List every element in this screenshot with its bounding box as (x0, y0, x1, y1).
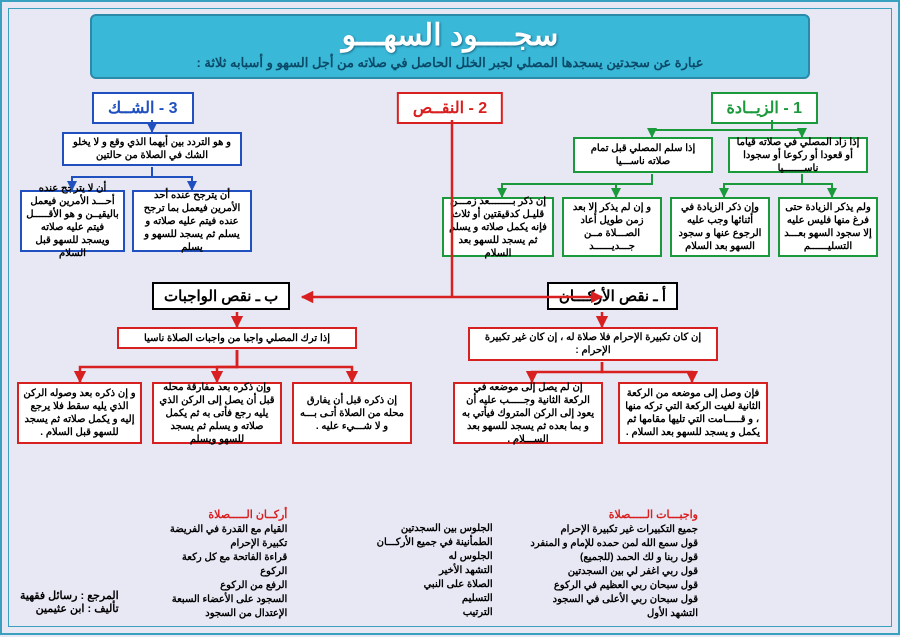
ziyada-box1: إذا زاد المصلي في صلاته قياما أو قعودا أ… (728, 137, 868, 173)
subtitle: عبارة عن سجدتين يسجدها المصلي لجبر الخلل… (92, 55, 808, 71)
wajibat-top: إذا ترك المصلي واجبا من واجبات الصلاة نا… (117, 327, 357, 349)
wajibat-b1: إن ذكره قبل أن يفارق محله من الصلاة أتـى… (292, 382, 412, 444)
list-item: قول ربي اغفر لي بين السجدتين (523, 565, 698, 579)
shakk-b2: أن لا يترجح عنده أحـــد الأمرين فيعمل با… (20, 190, 125, 252)
list-item: الطمأنينة في جميع الأركـــان (317, 536, 492, 550)
list-item: السجود على الأعضاء السبعة (112, 593, 287, 607)
list-item: تكبيرة الإحرام (112, 537, 287, 551)
footer-lists: واجبـــات الـــــصلاة جميع التكبيرات غير… (112, 508, 698, 621)
wajibat-b3: و إن ذكره بعد وصوله الركن الذي يليه سقط … (17, 382, 142, 444)
cat-ziyada: 1 - الزيــادة (711, 92, 818, 124)
wajibat-hd: واجبـــات الـــــصلاة (523, 508, 698, 521)
ziyada-box21: و إن لم يذكر إلا بعد زمن طويل أعاد الصــ… (562, 197, 662, 257)
wajibat-ul: جميع التكبيرات غير تكبيرة الإحرامقول سمع… (523, 523, 698, 621)
sub-wajibat: ب ـ نقص الواجبات (152, 282, 290, 310)
arkan-top: إن كان تكبيرة الإحرام فلا صلاة له ، إن ك… (468, 327, 718, 361)
arkan-hd: أركــان الـــــصلاة (112, 508, 287, 521)
list-item: الجلوس بين السجدتين (317, 522, 492, 536)
list-item: الترتيب (317, 606, 492, 620)
list-item: قراءة الفاتحة مع كل ركعة (112, 551, 287, 565)
list-item: الجلوس له (317, 550, 492, 564)
arkan-col1: أركــان الـــــصلاة القيام مع القدرة في … (112, 508, 287, 621)
ref-line2: تأليف : ابن عثيمين (20, 602, 119, 615)
list-item: الإعتدال من السجود (112, 607, 287, 621)
list-item: قول سبحان ربي العظيم في الركوع (523, 579, 698, 593)
arkan-b2: إن لم يصل إلى موضعه في الركعة الثانية وج… (453, 382, 603, 444)
wajibat-b2: وإن ذكره بعد مفارقة محله قبل أن يصل إلى … (152, 382, 282, 444)
list-item: جميع التكبيرات غير تكبيرة الإحرام (523, 523, 698, 537)
arkan-ul1: القيام مع القدرة في الفريضةتكبيرة الإحرا… (112, 523, 287, 621)
ziyada-box11: ولم يذكر الزيادة حتى فرغ منها فليس عليه … (778, 197, 878, 257)
arkan-b1: فإن وصل إلى موضعه من الركعة الثانية لغيت… (618, 382, 768, 444)
cat-shakk: 3 - الشــك (92, 92, 194, 124)
list-item: القيام مع القدرة في الفريضة (112, 523, 287, 537)
list-item: التشهد الأخير (317, 564, 492, 578)
list-item: قول ربنا و لك الحمد (للجميع) (523, 551, 698, 565)
main-title: سجــــود السهـــو (92, 18, 808, 53)
ref-line1: المرجع : رسائل فقهية (20, 589, 119, 602)
shakk-b1: أن يترجح عنده أحد الأمرين فيعمل بما ترجح… (132, 190, 252, 252)
arkan-spacer (317, 508, 492, 520)
list-item: التشهد الأول (523, 607, 698, 621)
arkan-ul2: الجلوس بين السجدتينالطمأنينة في جميع الأ… (317, 522, 492, 620)
reference-block: المرجع : رسائل فقهية تأليف : ابن عثيمين (20, 589, 119, 615)
sub-arkan: أ ـ نقص الأركـــان (547, 282, 678, 310)
wajibat-col: واجبـــات الـــــصلاة جميع التكبيرات غير… (523, 508, 698, 621)
arkan-col2: الجلوس بين السجدتينالطمأنينة في جميع الأ… (317, 508, 492, 621)
ziyada-box22: إن ذكر بــــــــعد زمـــن قليـل كدقيقتين… (442, 197, 554, 257)
list-item: الركوع (112, 565, 287, 579)
list-item: الصلاة على النبي (317, 578, 492, 592)
cat-naqs: 2 - النقــص (397, 92, 503, 124)
list-item: الرفع من الركوع (112, 579, 287, 593)
list-item: قول سمع الله لمن حمده للإمام و المنفرد (523, 537, 698, 551)
list-item: قول سبحان ربي الأعلى في السجود (523, 593, 698, 607)
ziyada-box2: إذا سلم المصلي قبل تمام صلاته ناســـيا (573, 137, 713, 173)
shakk-def: و هو التردد بين أيهما الذي وقع و لا يخلو… (62, 132, 242, 166)
title-banner: سجــــود السهـــو عبارة عن سجدتين يسجدها… (90, 14, 810, 79)
ziyada-box12: وإن ذكر الزيادة في أثنائها وجب عليه الرج… (670, 197, 770, 257)
list-item: التسليم (317, 592, 492, 606)
